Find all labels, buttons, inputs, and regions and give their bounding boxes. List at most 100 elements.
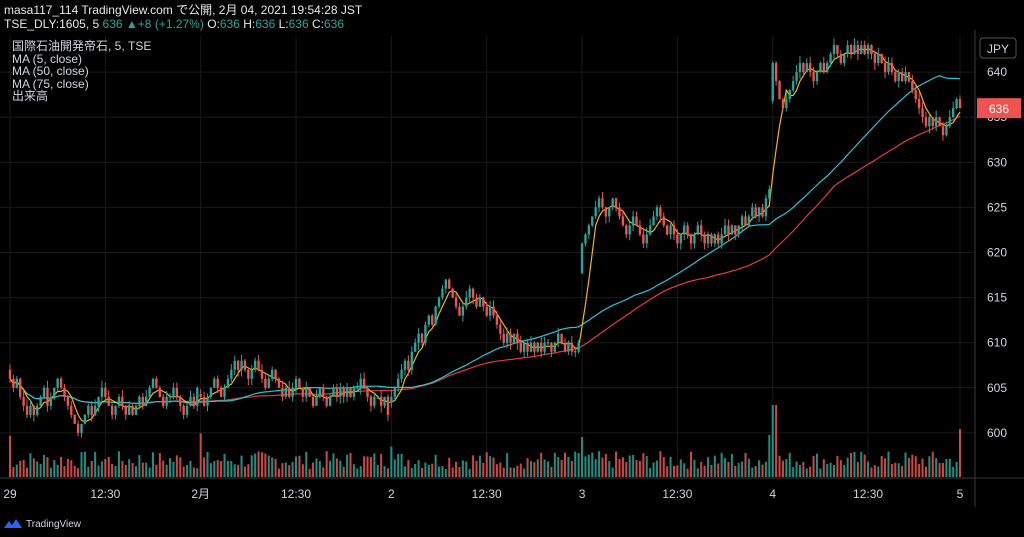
candle[interactable] (175, 382, 179, 401)
candle[interactable] (621, 209, 625, 227)
candle[interactable] (611, 197, 614, 211)
candle[interactable] (441, 285, 444, 301)
candle[interactable] (863, 40, 866, 56)
candle[interactable] (570, 336, 574, 356)
candle[interactable] (471, 287, 475, 305)
candle[interactable] (247, 366, 250, 386)
legend-volume[interactable]: 出来高 (12, 89, 49, 103)
candle[interactable] (448, 278, 451, 290)
candle[interactable] (839, 50, 843, 65)
candle[interactable] (717, 231, 720, 247)
candle[interactable] (557, 327, 560, 348)
candle[interactable] (706, 231, 710, 248)
candle[interactable] (87, 403, 90, 418)
candle[interactable] (539, 336, 543, 358)
candle[interactable] (22, 390, 25, 412)
candle[interactable] (199, 389, 202, 399)
candle[interactable] (124, 404, 127, 420)
candle[interactable] (461, 302, 465, 322)
candle[interactable] (277, 377, 281, 388)
candle[interactable] (771, 61, 774, 104)
candle[interactable] (8, 364, 12, 383)
candle[interactable] (683, 221, 686, 241)
candle[interactable] (495, 310, 499, 329)
candle[interactable] (32, 405, 36, 422)
candle[interactable] (921, 101, 924, 124)
candle[interactable] (604, 206, 608, 224)
candle[interactable] (802, 62, 805, 78)
candle[interactable] (485, 301, 488, 318)
candle[interactable] (614, 197, 618, 212)
candle[interactable] (499, 319, 502, 341)
candle[interactable] (451, 287, 454, 299)
candle[interactable] (145, 390, 148, 407)
candle[interactable] (744, 210, 747, 227)
candle[interactable] (536, 341, 539, 353)
candle[interactable] (679, 233, 682, 250)
candle[interactable] (59, 376, 63, 390)
candle[interactable] (781, 97, 785, 111)
candle[interactable] (526, 340, 529, 357)
candle[interactable] (723, 218, 727, 235)
candle[interactable] (734, 225, 737, 241)
candle[interactable] (502, 328, 505, 346)
candle[interactable] (168, 393, 172, 404)
candle[interactable] (97, 396, 100, 412)
candle[interactable] (631, 210, 635, 232)
candle[interactable] (165, 390, 168, 410)
candle[interactable] (315, 389, 318, 406)
candle[interactable] (618, 202, 621, 220)
candle[interactable] (172, 382, 175, 400)
candle[interactable] (890, 57, 894, 76)
candle[interactable] (434, 305, 437, 326)
candle[interactable] (427, 314, 431, 328)
candle[interactable] (645, 227, 648, 249)
candle[interactable] (846, 40, 849, 58)
candle[interactable] (665, 224, 669, 236)
candle[interactable] (396, 373, 400, 392)
candle[interactable] (100, 380, 104, 403)
candle[interactable] (90, 400, 93, 422)
candle[interactable] (390, 389, 393, 408)
candle[interactable] (386, 394, 390, 421)
candle[interactable] (53, 387, 56, 401)
candle[interactable] (550, 342, 553, 358)
candle[interactable] (219, 385, 223, 398)
candle[interactable] (270, 366, 274, 382)
candle[interactable] (465, 290, 468, 310)
candle[interactable] (345, 382, 349, 402)
candle[interactable] (322, 383, 325, 402)
candle[interactable] (693, 232, 696, 249)
candle[interactable] (740, 214, 744, 233)
candle[interactable] (131, 404, 134, 416)
candle[interactable] (948, 110, 951, 128)
candle[interactable] (151, 377, 155, 389)
candle[interactable] (805, 58, 808, 73)
candle[interactable] (584, 233, 587, 247)
candle[interactable] (117, 394, 121, 408)
legend-ma5[interactable]: MA (5, close) (12, 51, 83, 66)
candle[interactable] (308, 387, 311, 397)
candle[interactable] (488, 300, 492, 321)
candle[interactable] (917, 92, 921, 115)
candle[interactable] (281, 380, 284, 402)
candle[interactable] (141, 392, 144, 410)
candle[interactable] (189, 390, 192, 407)
candle[interactable] (196, 386, 199, 412)
candle[interactable] (648, 218, 652, 236)
candle[interactable] (529, 336, 533, 353)
candle[interactable] (560, 333, 563, 345)
candle[interactable] (93, 399, 97, 417)
candle[interactable] (366, 386, 369, 402)
candle[interactable] (127, 400, 131, 415)
candle[interactable] (383, 396, 386, 409)
candle[interactable] (931, 117, 934, 130)
candle[interactable] (958, 95, 962, 109)
candle[interactable] (458, 302, 461, 317)
candle[interactable] (594, 200, 597, 219)
candle[interactable] (812, 66, 815, 88)
candle[interactable] (516, 329, 519, 350)
candle[interactable] (853, 38, 856, 55)
candle[interactable] (887, 57, 890, 75)
candle[interactable] (836, 44, 839, 58)
